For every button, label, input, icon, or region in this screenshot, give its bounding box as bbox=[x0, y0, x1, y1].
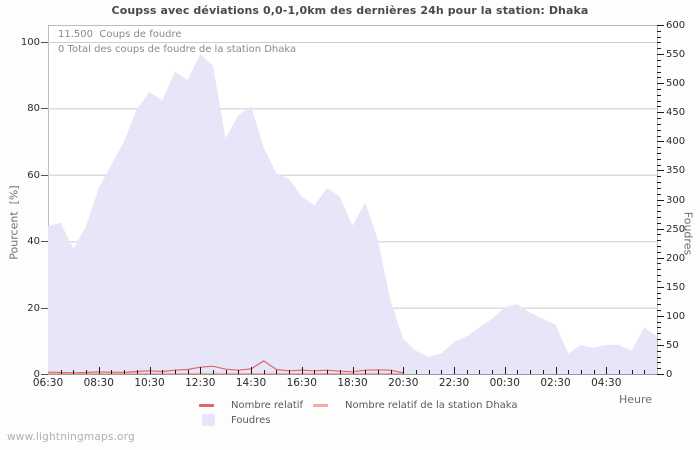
legend-swatch-foudres bbox=[202, 414, 215, 426]
x-axis-title: Heure bbox=[618, 393, 652, 406]
y-axis-right-tick-label: 400 bbox=[666, 136, 686, 148]
x-axis-tick-label: 22:30 bbox=[438, 377, 470, 389]
y-axis-right-tick-label: 50 bbox=[666, 339, 679, 351]
y-axis-right-tick-label: 250 bbox=[666, 223, 686, 235]
y-axis-right-tick-label: 550 bbox=[666, 49, 686, 61]
nombre-relatif-line-series bbox=[47, 360, 404, 374]
x-axis-tick-label: 04:30 bbox=[591, 377, 622, 389]
legend-swatch-nombre-relatif bbox=[199, 404, 214, 407]
y-axis-right-tick-label: 500 bbox=[666, 78, 686, 90]
x-axis-tick-label: 08:30 bbox=[83, 377, 114, 389]
y-axis-left-tick-label: 20 bbox=[27, 302, 40, 314]
x-axis-tick-label: 00:30 bbox=[489, 377, 520, 389]
y-axis-left-tick-label: 0 bbox=[33, 369, 40, 380]
x-axis-tick-label: 02:30 bbox=[540, 377, 571, 389]
y-axis-right-tick-label: 450 bbox=[666, 107, 686, 119]
legend-label-nombre-relatif: Nombre relatif bbox=[231, 400, 304, 411]
foudres-area-series bbox=[48, 54, 657, 374]
x-axis-tick-label: 18:30 bbox=[337, 377, 368, 389]
watermark-link: www.lightningmaps.org bbox=[7, 431, 135, 443]
y-axis-left-tick-label: 80 bbox=[27, 103, 40, 115]
legend-label-foudres: Foudres bbox=[231, 415, 271, 426]
legend-label-nombre-relatif-station: Nombre relatif de la station Dhaka bbox=[345, 400, 518, 411]
y-axis-right-tick-label: 150 bbox=[666, 281, 686, 293]
chart-title: Coupss avec déviations 0,0-1,0km des der… bbox=[111, 4, 589, 17]
x-axis-tick-label: 20:30 bbox=[388, 377, 419, 389]
y-axis-right-tick-label: 0 bbox=[666, 369, 673, 380]
legend-swatch-nombre-relatif-station bbox=[313, 404, 328, 407]
annotation-total-strikes: 11.500 Coups de foudre bbox=[58, 29, 182, 40]
y-axis-left-title: Pourcent [%] bbox=[7, 185, 21, 260]
y-axis-right-tick-label: 200 bbox=[666, 252, 686, 264]
annotation-station-total: 0 Total des coups de foudre de la statio… bbox=[58, 44, 297, 55]
y-axis-right-tick-label: 350 bbox=[666, 165, 686, 177]
x-axis-tick-label: 16:30 bbox=[286, 377, 317, 389]
y-axis-right-tick-label: 600 bbox=[666, 20, 686, 31]
y-axis-right-tick-label: 300 bbox=[666, 194, 686, 206]
y-axis-left-tick-label: 40 bbox=[27, 236, 40, 248]
x-axis-tick-label: 10:30 bbox=[134, 377, 165, 389]
x-axis-tick-label: 06:30 bbox=[32, 377, 64, 389]
y-axis-right-title: Foudres bbox=[681, 211, 695, 256]
x-axis-tick-label: 14:30 bbox=[235, 377, 267, 389]
y-axis-right-tick-label: 100 bbox=[666, 310, 686, 322]
y-axis-left-tick-label: 60 bbox=[27, 169, 40, 181]
y-axis-left-tick-label: 100 bbox=[20, 37, 40, 48]
x-axis-tick-label: 12:30 bbox=[185, 377, 216, 389]
